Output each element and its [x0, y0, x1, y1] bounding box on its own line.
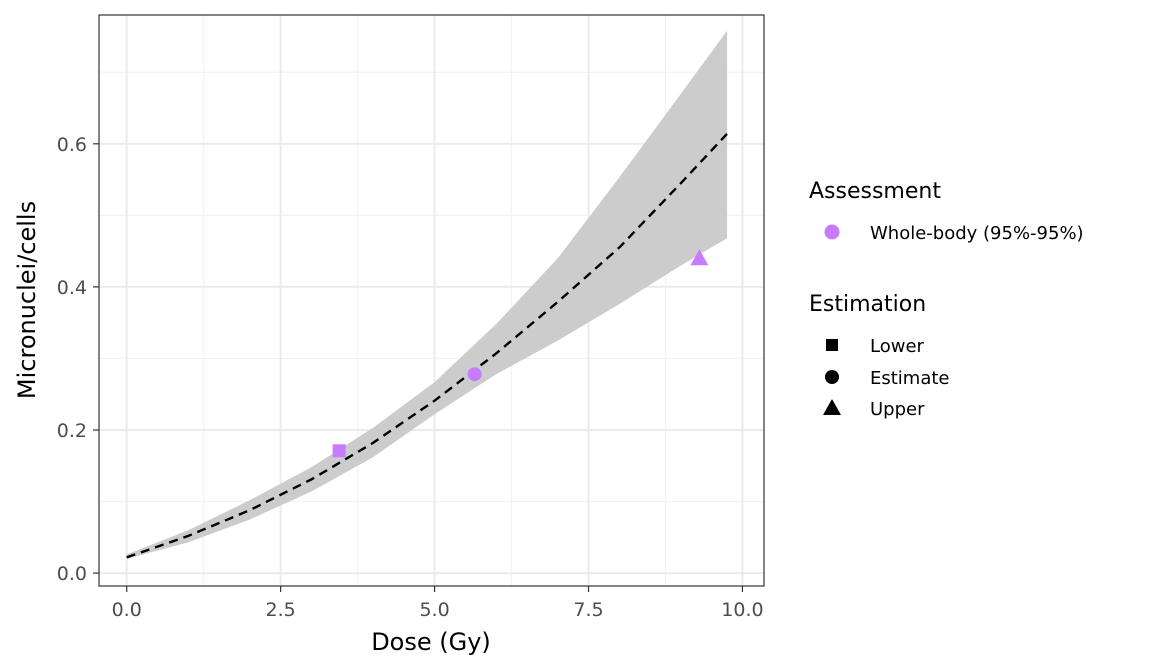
legend-estimation: Estimation Lower Estimate Upper	[809, 292, 950, 420]
x-tick-label: 2.5	[266, 599, 296, 621]
point-upper	[690, 249, 709, 266]
y-axis: 0.0 0.2 0.4 0.6	[57, 134, 99, 585]
legend-upper-label: Upper	[870, 399, 925, 420]
legend-assessment-label: Whole-body (95%-95%)	[870, 223, 1084, 244]
x-tick-label: 7.5	[573, 599, 603, 621]
x-axis-title: Dose (Gy)	[371, 628, 491, 656]
y-tick-label: 0.2	[57, 420, 87, 442]
legend-assessment: Assessment Whole-body (95%-95%)	[809, 179, 1084, 244]
legend-lower-symbol	[826, 339, 838, 351]
legend-estimate-symbol	[825, 370, 839, 384]
confidence-band	[126, 30, 728, 559]
x-tick-label: 0.0	[112, 599, 142, 621]
y-tick-label: 0.6	[57, 134, 87, 156]
plot-panel-border	[98, 14, 765, 587]
y-axis-title: Micronuclei/cells	[13, 201, 41, 399]
plot-panel-background	[99, 15, 764, 586]
y-tick-label: 0.0	[57, 563, 87, 585]
grid-minor	[99, 15, 764, 586]
legend-lower-label: Lower	[870, 336, 925, 357]
point-estimate	[467, 367, 482, 382]
x-tick-label: 10.0	[721, 599, 763, 621]
legend-estimate-label: Estimate	[870, 368, 950, 389]
legend-assessment-symbol	[824, 224, 840, 240]
legend-estimation-title: Estimation	[809, 292, 926, 317]
legend-upper-symbol	[823, 399, 841, 415]
x-axis: 0.0 2.5 5.0 7.5 10.0	[112, 586, 764, 621]
legend-assessment-title: Assessment	[809, 179, 941, 204]
x-tick-label: 5.0	[419, 599, 449, 621]
y-tick-label: 0.4	[57, 277, 87, 299]
point-lower	[332, 444, 346, 458]
estimate-points	[332, 249, 709, 458]
fitted-curve-line	[126, 132, 728, 559]
